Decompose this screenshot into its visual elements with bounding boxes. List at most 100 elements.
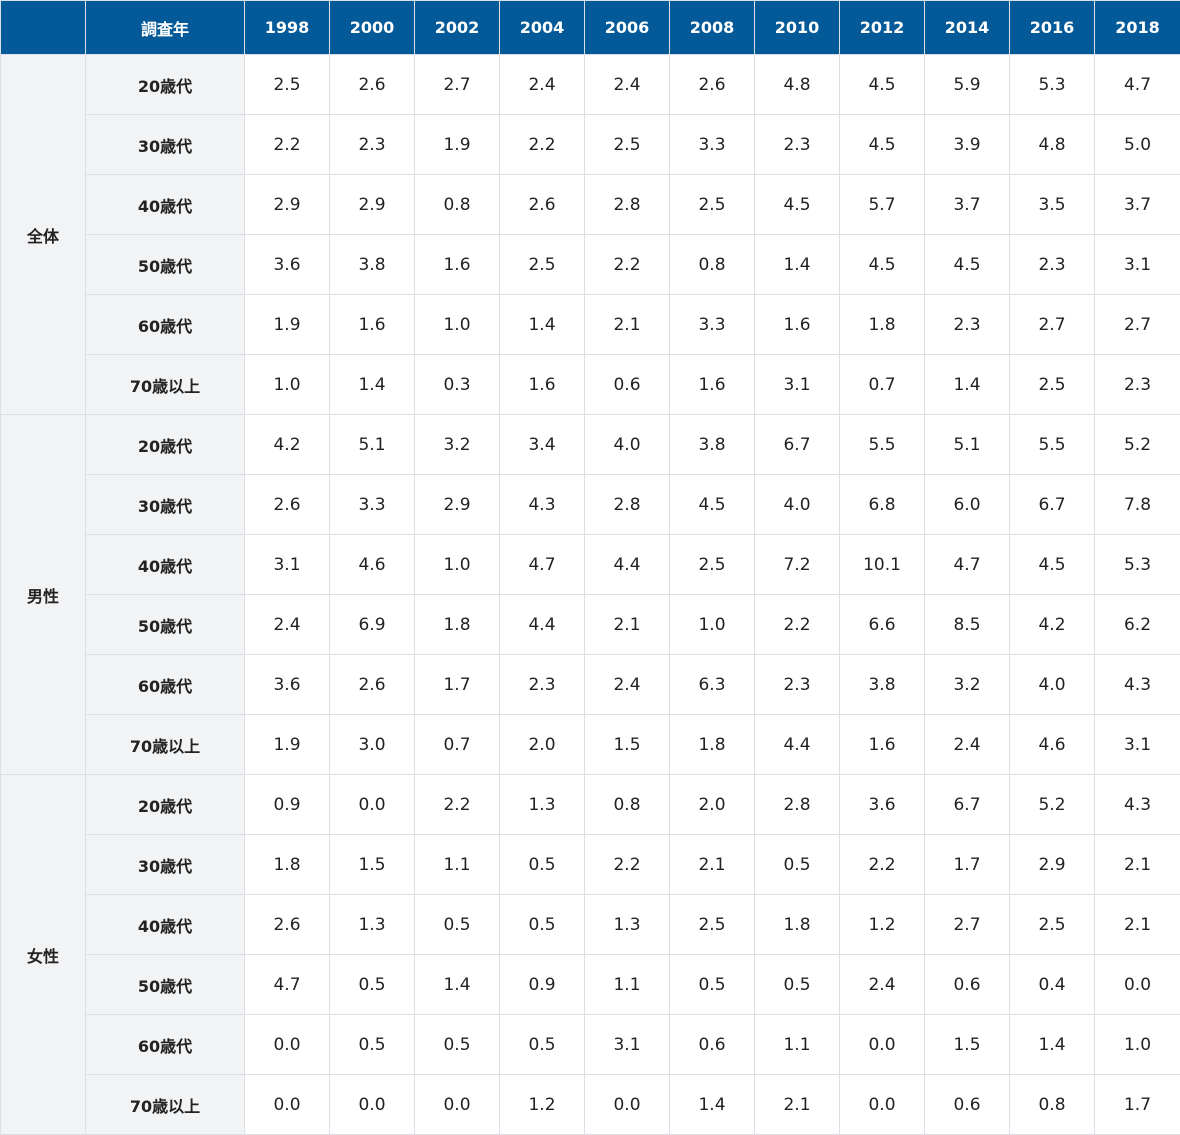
value-cell: 2.5 — [1009, 354, 1095, 415]
value-cell: 4.5 — [924, 234, 1010, 295]
value-cell: 2.3 — [754, 114, 840, 175]
value-cell: 2.0 — [669, 774, 755, 835]
value-cell: 2.2 — [414, 774, 500, 835]
table-body: 全体 20歳代 2.5 2.6 2.7 2.4 2.4 2.6 4.8 4.5 5.9 5.3 4.7 3… — [0, 54, 1180, 1135]
value-cell: 0.0 — [1094, 954, 1180, 1015]
year-header-1998: 1998 — [244, 0, 330, 55]
table-header: 調査年 1998 2000 2002 2004 2006 2008 2010 2012 2014… — [0, 0, 1180, 55]
value-cell: 1.4 — [754, 234, 840, 295]
age-label: 50歳代 — [85, 954, 245, 1015]
value-cell: 5.5 — [1009, 414, 1095, 475]
value-cell: 6.0 — [924, 474, 1010, 535]
value-cell: 4.6 — [1009, 714, 1095, 775]
value-cell: 2.1 — [584, 594, 670, 655]
table-row: 60歳代 0.0 0.5 0.5 0.5 3.1 0.6 1.1 0.0 1.5 1.4 1.0 — [1, 1014, 1180, 1075]
value-cell: 3.3 — [329, 474, 415, 535]
age-label: 20歳代 — [85, 54, 245, 115]
value-cell: 2.4 — [839, 954, 925, 1015]
value-cell: 2.1 — [1094, 894, 1180, 955]
value-cell: 1.0 — [1094, 1014, 1180, 1075]
value-cell: 5.1 — [924, 414, 1010, 475]
value-cell: 4.8 — [1009, 114, 1095, 175]
value-cell: 2.2 — [244, 114, 330, 175]
value-cell: 0.7 — [839, 354, 925, 415]
value-cell: 4.3 — [499, 474, 585, 535]
table-row: 全体 20歳代 2.5 2.6 2.7 2.4 2.4 2.6 4.8 4.5 5.9 5.3 4.7 — [0, 54, 1180, 415]
value-cell: 3.7 — [1094, 174, 1180, 235]
value-cell: 3.8 — [839, 654, 925, 715]
value-cell: 1.4 — [924, 354, 1010, 415]
age-label: 60歳代 — [85, 654, 245, 715]
value-cell: 4.5 — [669, 474, 755, 535]
value-cell: 4.5 — [839, 114, 925, 175]
value-cell: 3.6 — [244, 654, 330, 715]
value-cell: 3.1 — [244, 534, 330, 595]
value-cell: 3.1 — [1094, 714, 1180, 775]
value-cell: 4.7 — [1094, 54, 1180, 115]
value-cell: 2.6 — [499, 174, 585, 235]
group-label: 男性 — [0, 414, 86, 775]
value-cell: 3.8 — [669, 414, 755, 475]
value-cell: 2.9 — [329, 174, 415, 235]
value-cell: 2.2 — [754, 594, 840, 655]
value-cell: 4.5 — [754, 174, 840, 235]
age-label: 30歳代 — [85, 114, 245, 175]
table-row: 70歳以上 1.0 1.4 0.3 1.6 0.6 1.6 3.1 0.7 1.4 2.5 2.3 — [1, 354, 1180, 415]
value-cell: 1.0 — [414, 294, 500, 355]
value-cell: 1.6 — [754, 294, 840, 355]
value-cell: 2.5 — [669, 174, 755, 235]
value-cell: 1.6 — [839, 714, 925, 775]
value-cell: 1.7 — [414, 654, 500, 715]
value-cell: 5.3 — [1094, 534, 1180, 595]
value-cell: 1.8 — [244, 834, 330, 895]
table-row: 50歳代 4.7 0.5 1.4 0.9 1.1 0.5 0.5 2.4 0.6 0.4 0.0 — [1, 954, 1180, 1015]
table-row: 70歳以上 0.0 0.0 0.0 1.2 0.0 1.4 2.1 0.0 0.6 0.8 1.7 — [1, 1074, 1180, 1135]
value-cell: 2.6 — [244, 894, 330, 955]
value-cell: 0.0 — [244, 1074, 330, 1135]
value-cell: 2.3 — [499, 654, 585, 715]
age-label: 70歳以上 — [85, 354, 245, 415]
value-cell: 0.8 — [414, 174, 500, 235]
value-cell: 1.3 — [584, 894, 670, 955]
year-header-2002: 2002 — [414, 0, 500, 55]
value-cell: 6.7 — [754, 414, 840, 475]
year-header-2010: 2010 — [754, 0, 840, 55]
value-cell: 1.8 — [669, 714, 755, 775]
value-cell: 4.0 — [1009, 654, 1095, 715]
value-cell: 5.9 — [924, 54, 1010, 115]
value-cell: 0.5 — [669, 954, 755, 1015]
value-cell: 0.6 — [924, 1074, 1010, 1135]
value-cell: 1.9 — [244, 714, 330, 775]
value-cell: 4.5 — [1009, 534, 1095, 595]
table-row: 男性 20歳代 4.2 5.1 3.2 3.4 4.0 3.8 6.7 5.5 5.1 5.5 5.2 — [0, 414, 1180, 775]
age-label: 50歳代 — [85, 234, 245, 295]
value-cell: 2.8 — [584, 174, 670, 235]
header-row: 調査年 1998 2000 2002 2004 2006 2008 2010 2012 2014… — [0, 0, 1180, 55]
value-cell: 2.6 — [329, 654, 415, 715]
value-cell: 3.5 — [1009, 174, 1095, 235]
value-cell: 4.3 — [1094, 654, 1180, 715]
value-cell: 2.4 — [244, 594, 330, 655]
value-cell: 0.5 — [414, 1014, 500, 1075]
year-label-header: 調査年 — [85, 0, 245, 55]
value-cell: 2.4 — [499, 54, 585, 115]
value-cell: 0.0 — [839, 1074, 925, 1135]
value-cell: 6.7 — [924, 774, 1010, 835]
age-label: 60歳代 — [85, 1014, 245, 1075]
value-cell: 2.3 — [1009, 234, 1095, 295]
value-cell: 4.7 — [499, 534, 585, 595]
value-cell: 1.6 — [329, 294, 415, 355]
value-cell: 1.1 — [414, 834, 500, 895]
year-header-2014: 2014 — [924, 0, 1010, 55]
value-cell: 3.6 — [839, 774, 925, 835]
value-cell: 2.2 — [839, 834, 925, 895]
value-cell: 0.5 — [754, 834, 840, 895]
value-cell: 1.6 — [414, 234, 500, 295]
value-cell: 3.1 — [754, 354, 840, 415]
value-cell: 2.0 — [499, 714, 585, 775]
value-cell: 0.0 — [584, 1074, 670, 1135]
value-cell: 6.2 — [1094, 594, 1180, 655]
value-cell: 2.5 — [669, 894, 755, 955]
value-cell: 1.0 — [414, 534, 500, 595]
